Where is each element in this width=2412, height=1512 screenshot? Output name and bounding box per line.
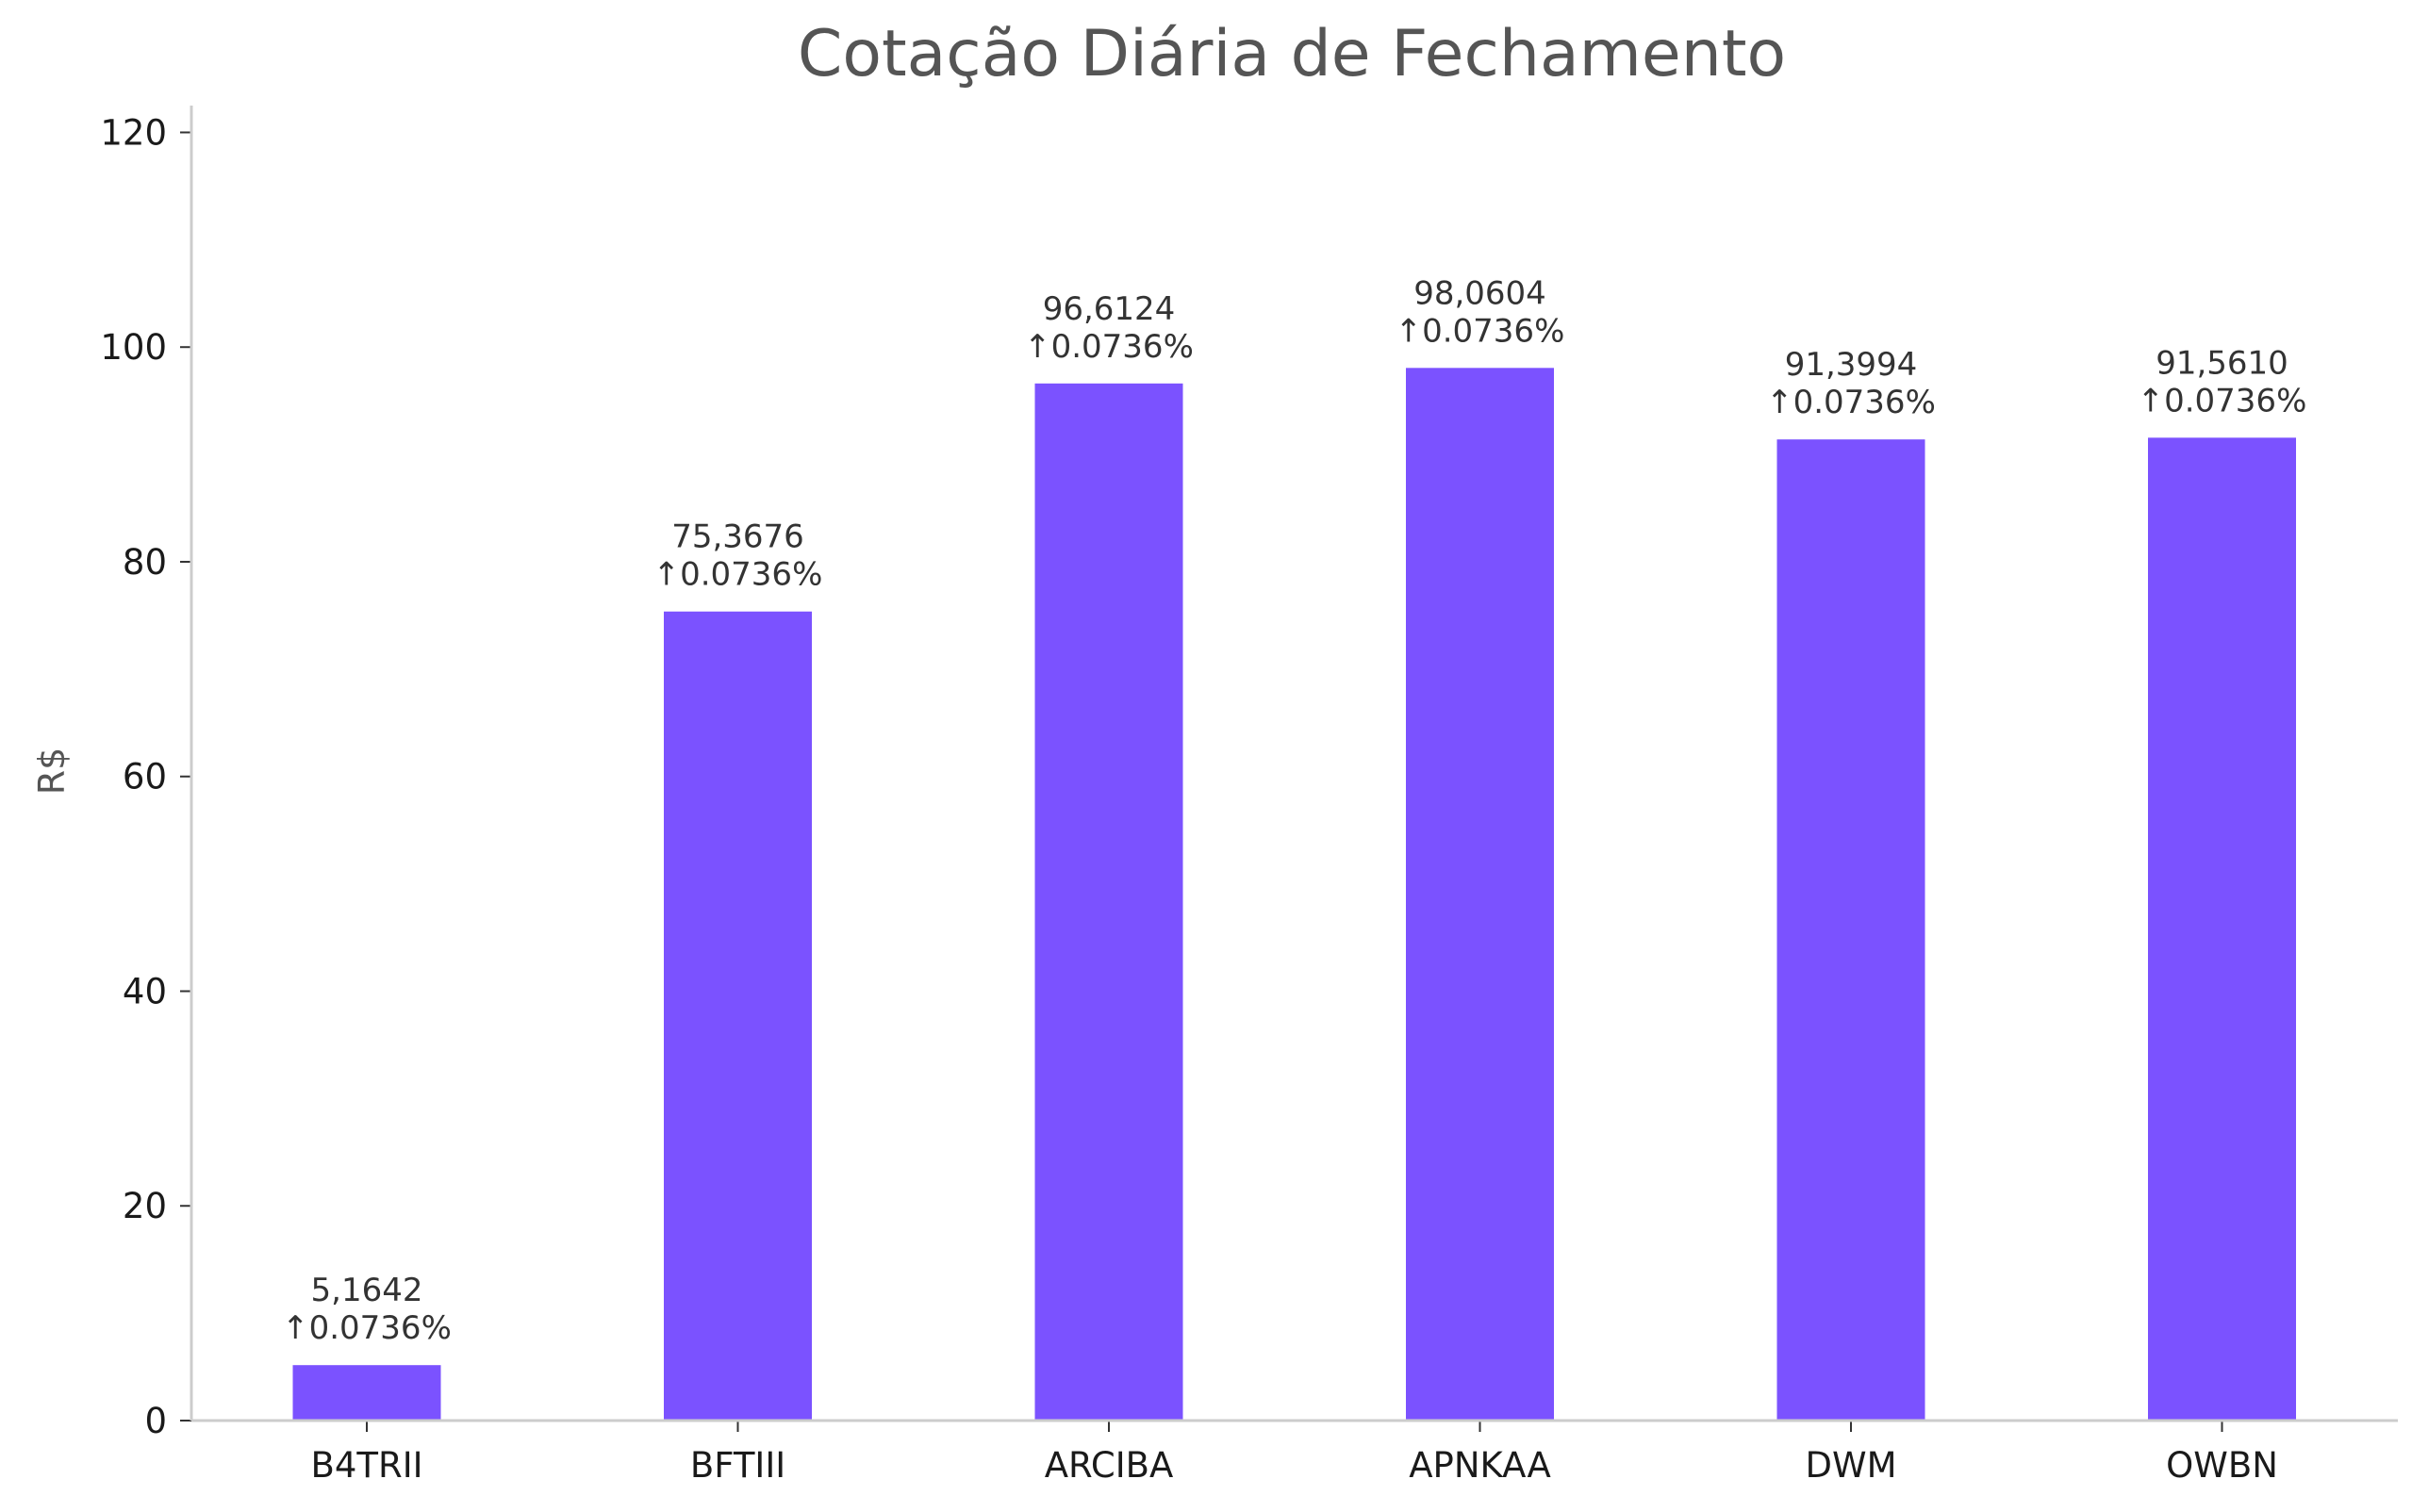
x-tick-label: B4TRII (310, 1445, 422, 1486)
chart-title: Cotação Diária de Fechamento (798, 17, 1786, 91)
bar-value-label: 98,0604 (1413, 274, 1546, 312)
x-tick-label: DWM (1806, 1445, 1897, 1486)
bar-value-label: 5,1642 (311, 1272, 423, 1309)
bars-group (292, 368, 2296, 1422)
bar-value-label: 91,5610 (2156, 344, 2288, 382)
y-tick-label: 80 (123, 542, 167, 583)
y-axis-ticks: 0 20 40 60 80 100 120 (100, 112, 191, 1441)
y-tick-label: 20 (123, 1186, 167, 1226)
x-axis-ticks: B4TRII BFTIII ARCIBA APNKAA DWM OWBN (310, 1421, 2278, 1486)
bar-change-label: ↑0.0736% (1024, 328, 1194, 366)
y-tick-label: 40 (123, 971, 167, 1011)
bar-change-label: ↑0.0736% (2138, 382, 2307, 419)
data-labels-group: 5,1642↑0.0736%75,3676↑0.0736%96,6124↑0.0… (282, 274, 2306, 1347)
bar-change-label: ↑0.0736% (282, 1309, 452, 1347)
bar-owbn (2148, 437, 2296, 1422)
bar-value-label: 75,3676 (671, 518, 804, 556)
bar-arciba (1034, 383, 1183, 1421)
bar-bftiii (664, 611, 812, 1421)
bar-b4trii (292, 1365, 441, 1421)
bar-value-label: 91,3994 (1785, 346, 1918, 384)
y-axis-label: R$ (31, 748, 73, 796)
x-tick-label: ARCIBA (1045, 1445, 1174, 1486)
y-tick-label: 100 (100, 327, 167, 368)
y-tick-label: 120 (100, 112, 167, 153)
x-tick-label: APNKAA (1409, 1445, 1551, 1486)
x-tick-label: BFTIII (690, 1445, 785, 1486)
bar-value-label: 96,6124 (1043, 290, 1176, 328)
bar-apnkaa (1406, 368, 1554, 1422)
bar-dwm (1776, 439, 1925, 1421)
bar-change-label: ↑0.0736% (1396, 312, 1565, 350)
bar-change-label: ↑0.0736% (1766, 384, 1936, 421)
y-tick-label: 60 (123, 757, 167, 797)
bar-change-label: ↑0.0736% (653, 556, 823, 594)
x-tick-label: OWBN (2166, 1445, 2278, 1486)
y-tick-label: 0 (144, 1401, 167, 1441)
